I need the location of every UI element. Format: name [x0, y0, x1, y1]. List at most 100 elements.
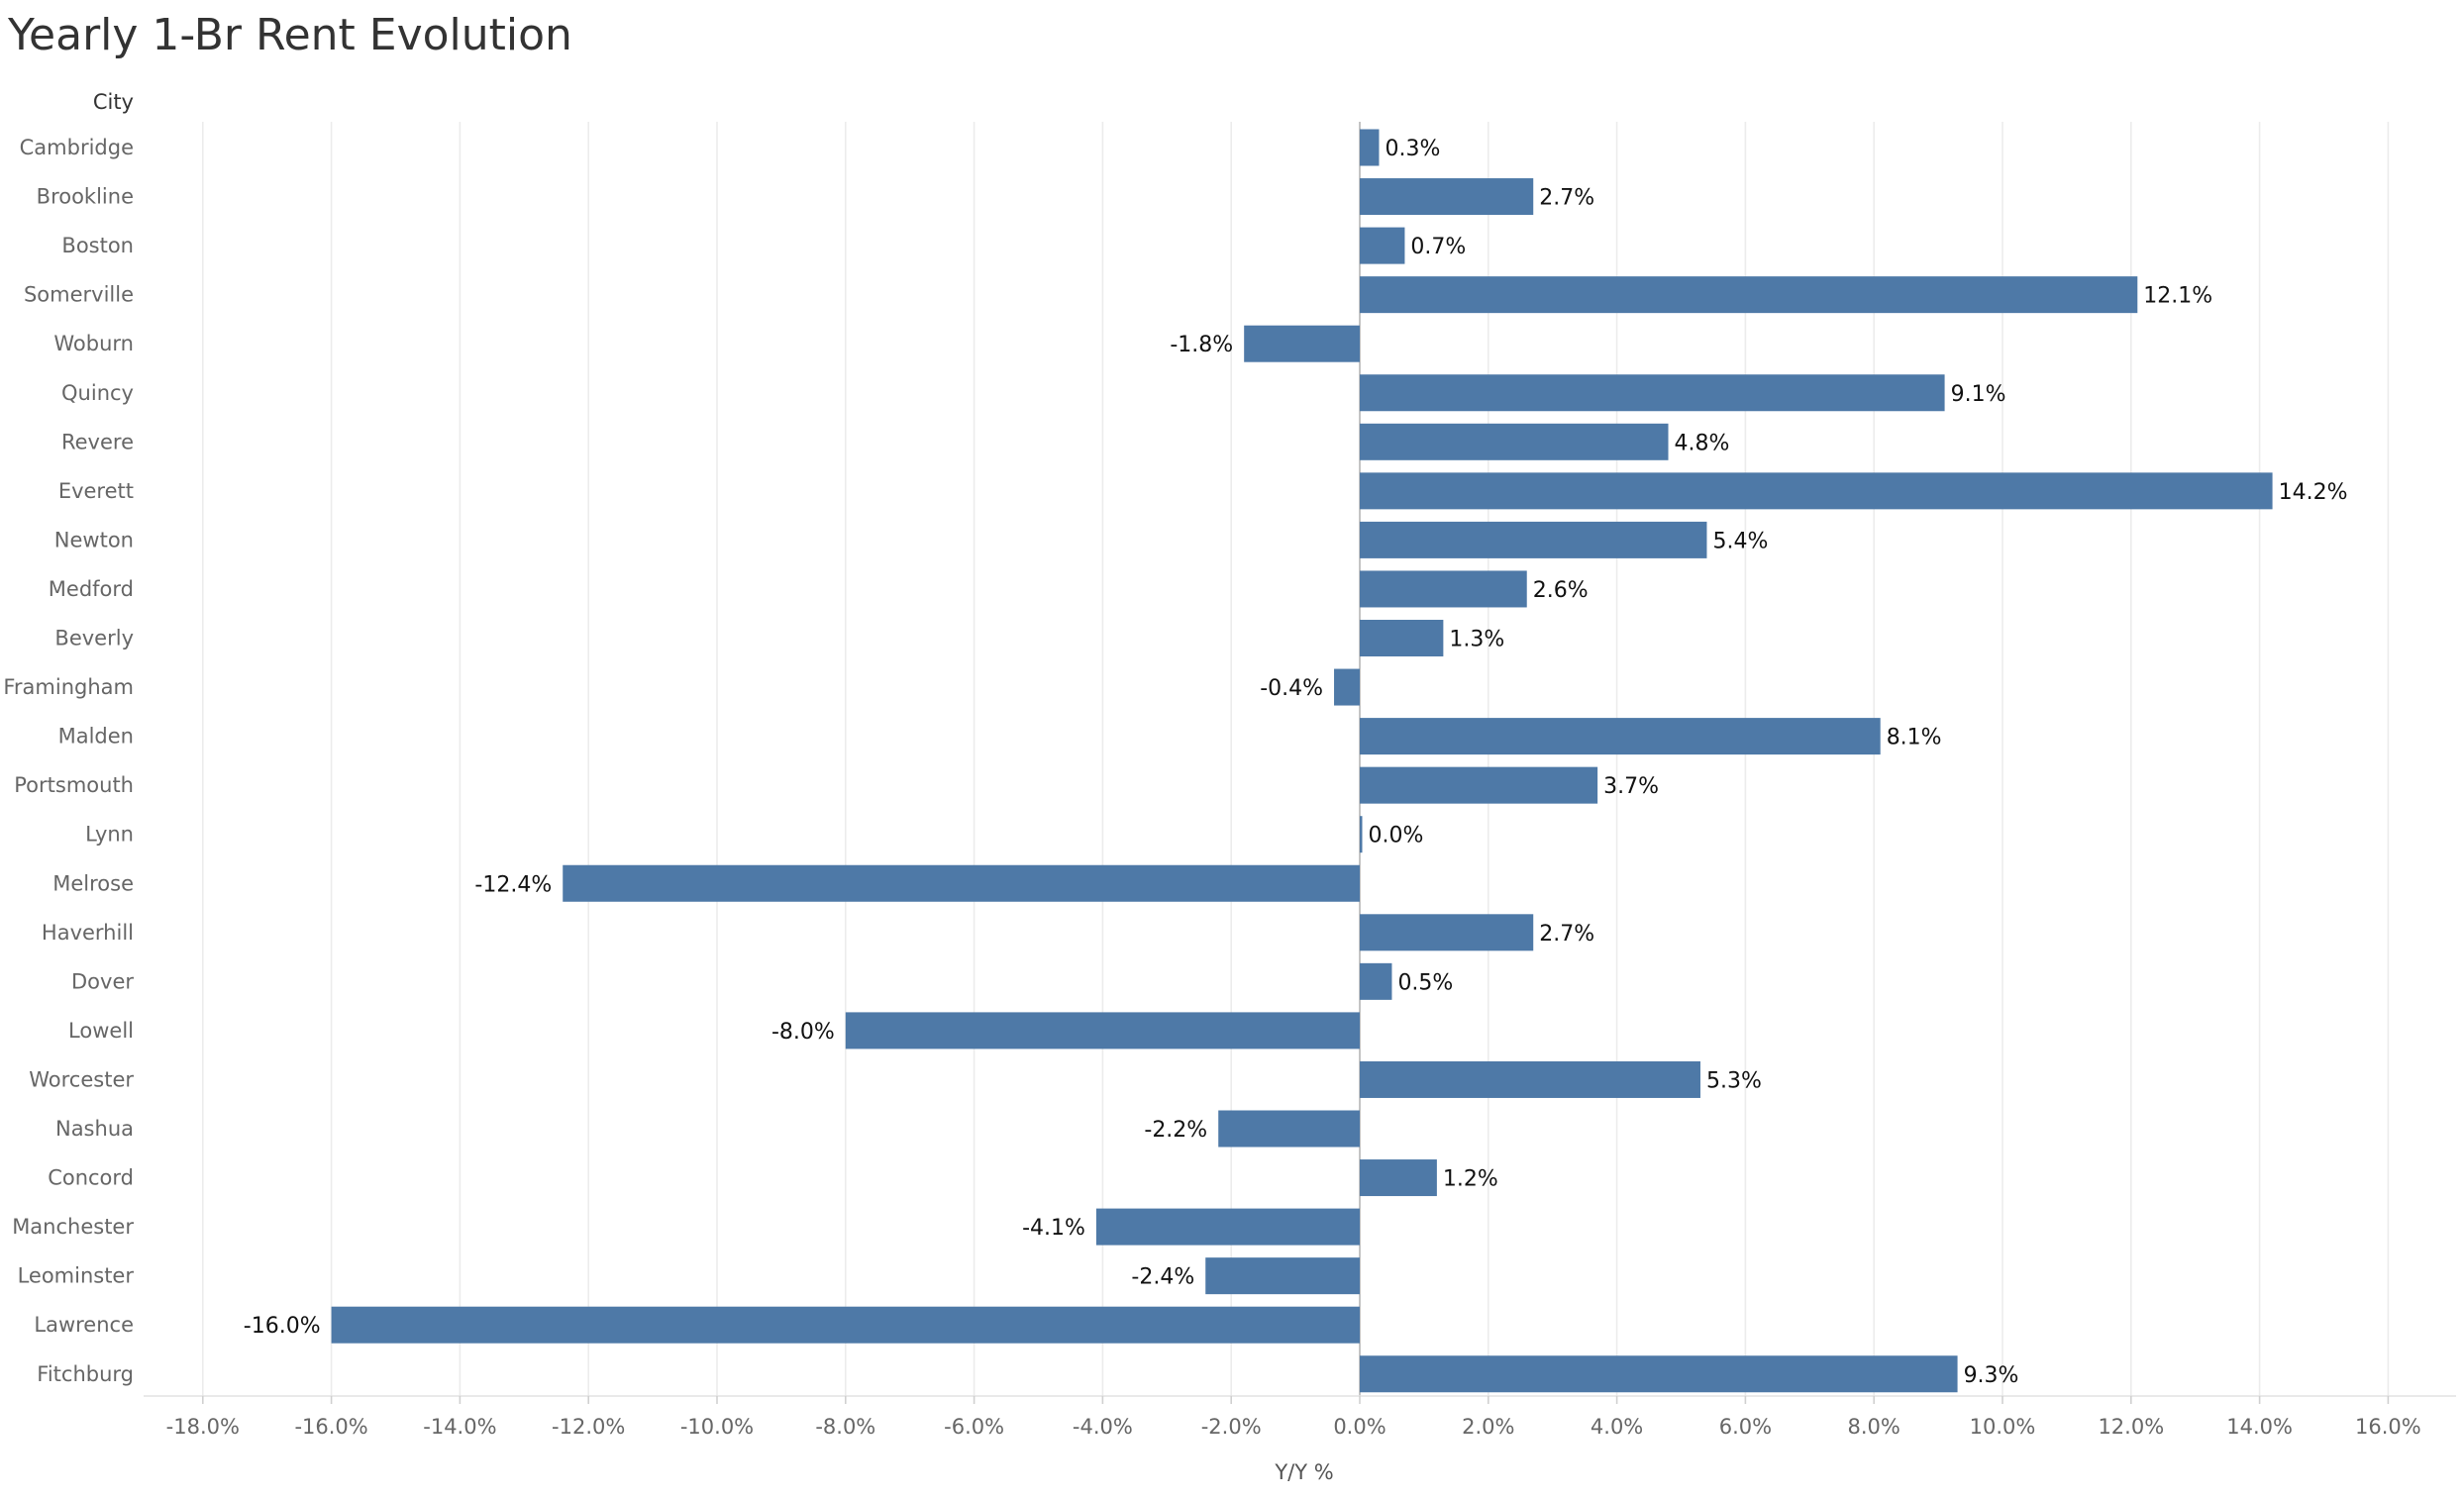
category-label: Leominster — [18, 1264, 135, 1288]
category-label: Dover — [71, 969, 134, 993]
data-label: 0.0% — [1369, 824, 1424, 849]
data-label: -0.4% — [1260, 676, 1323, 701]
bar-lawrence[interactable] — [331, 1306, 1361, 1344]
x-tick-label: -6.0% — [944, 1415, 1004, 1439]
bar-lowell[interactable] — [845, 1012, 1360, 1049]
data-label: 5.4% — [1712, 529, 1768, 553]
category-label: Concord — [48, 1166, 134, 1190]
x-axis-title: Y/Y % — [1274, 1460, 1333, 1484]
category-header: City — [93, 90, 134, 114]
data-label: 9.1% — [1951, 382, 2006, 407]
category-label: Haverhill — [42, 921, 134, 945]
data-labels: 0.3% 2.7% 0.7% 12.1% -1.8% 9.1% 4.8% 14.2% 5.4% 2… — [244, 137, 2348, 1388]
category-label: Medford — [49, 577, 134, 601]
x-tick-label: 12.0% — [2098, 1415, 2164, 1439]
category-label: Somerville — [24, 283, 134, 307]
bar-cambridge[interactable] — [1360, 129, 1380, 166]
category-label: Lawrence — [34, 1313, 134, 1337]
bar-concord[interactable] — [1360, 1159, 1437, 1197]
data-label: -1.8% — [1170, 333, 1233, 357]
x-tick-label: -18.0% — [166, 1415, 240, 1439]
bar-everett[interactable] — [1360, 472, 2273, 510]
x-tick-label: -14.0% — [423, 1415, 496, 1439]
data-label: 2.6% — [1533, 578, 1589, 603]
bar-fitchburg[interactable] — [1360, 1355, 1958, 1393]
x-tick-label: -16.0% — [294, 1415, 367, 1439]
x-tick-label: 16.0% — [2355, 1415, 2421, 1439]
data-label: -4.1% — [1022, 1216, 1085, 1241]
data-label: -2.4% — [1131, 1265, 1194, 1290]
chart-title: Yearly 1-Br Rent Evolution — [8, 10, 572, 60]
data-label: 3.7% — [1603, 774, 1659, 799]
category-label: Melrose — [52, 871, 134, 895]
category-label: Nashua — [55, 1117, 134, 1141]
bar-framingham[interactable] — [1334, 668, 1360, 706]
category-label: Newton — [54, 528, 134, 551]
data-label: -8.0% — [771, 1020, 835, 1045]
x-tick-label: 0.0% — [1333, 1415, 1386, 1439]
data-label: 1.3% — [1449, 628, 1504, 652]
bar-malden[interactable] — [1360, 718, 1881, 755]
bar-melrose[interactable] — [563, 864, 1360, 902]
category-label: Portsmouth — [14, 773, 134, 797]
category-label: Cambridge — [20, 136, 134, 159]
category-label: Everett — [58, 479, 134, 503]
data-label: 0.5% — [1397, 970, 1453, 995]
x-tick-label: -4.0% — [1073, 1415, 1133, 1439]
data-label: 8.1% — [1887, 726, 1942, 750]
category-label: Fitchburg — [37, 1362, 134, 1386]
bar-leominster[interactable] — [1205, 1257, 1360, 1295]
data-label: 2.7% — [1539, 922, 1594, 947]
category-label: Brookline — [37, 185, 134, 209]
data-label: 2.7% — [1539, 186, 1594, 211]
bar-nashua[interactable] — [1218, 1110, 1360, 1148]
category-label: Lowell — [68, 1019, 134, 1043]
bar-worcester[interactable] — [1360, 1060, 1700, 1098]
category-label: Woburn — [53, 332, 134, 355]
data-label: 12.1% — [2143, 284, 2212, 309]
x-tick-label: -10.0% — [680, 1415, 754, 1439]
bar-brookline[interactable] — [1360, 178, 1534, 216]
data-label: -16.0% — [244, 1314, 321, 1339]
bar-beverly[interactable] — [1360, 620, 1444, 656]
x-tick-label: 2.0% — [1462, 1415, 1514, 1439]
bar-quincy[interactable] — [1360, 374, 1945, 412]
bar-lynn[interactable] — [1360, 816, 1363, 853]
category-label: Malden — [58, 725, 134, 749]
bars — [331, 129, 2273, 1393]
bar-medford[interactable] — [1360, 570, 1527, 608]
data-label: -12.4% — [474, 872, 552, 897]
category-label: Boston — [61, 234, 134, 257]
category-label: Lynn — [85, 823, 134, 847]
category-label: Framingham — [3, 675, 134, 699]
x-tick-label: -8.0% — [815, 1415, 875, 1439]
x-tick-label: -2.0% — [1201, 1415, 1262, 1439]
data-label: -2.2% — [1144, 1118, 1207, 1143]
data-label: 5.3% — [1706, 1068, 1762, 1093]
bar-dover[interactable] — [1360, 962, 1392, 1000]
data-label: 0.3% — [1385, 137, 1440, 161]
data-label: 9.3% — [1964, 1363, 2019, 1388]
bar-haverhill[interactable] — [1360, 914, 1534, 951]
x-tick-label: 6.0% — [1719, 1415, 1772, 1439]
data-label: 14.2% — [2279, 480, 2348, 505]
category-label: Beverly — [54, 627, 134, 650]
bar-woburn[interactable] — [1244, 325, 1360, 362]
bar-somerville[interactable] — [1360, 276, 2138, 314]
bar-boston[interactable] — [1360, 227, 1405, 264]
x-tick-label: 8.0% — [1848, 1415, 1900, 1439]
x-tick-label: 4.0% — [1591, 1415, 1643, 1439]
x-tick-label: -12.0% — [552, 1415, 625, 1439]
category-label: Revere — [61, 430, 134, 453]
bar-revere[interactable] — [1360, 423, 1669, 460]
x-tick-label: 10.0% — [1970, 1415, 2036, 1439]
data-label: 1.2% — [1443, 1167, 1498, 1192]
x-tick-label: 14.0% — [2226, 1415, 2293, 1439]
category-label: Quincy — [61, 381, 134, 405]
bar-manchester[interactable] — [1095, 1208, 1360, 1246]
bar-portsmouth[interactable] — [1360, 766, 1598, 804]
category-label: Manchester — [12, 1215, 134, 1239]
category-label: Worcester — [29, 1067, 134, 1091]
bar-newton[interactable] — [1360, 521, 1707, 558]
